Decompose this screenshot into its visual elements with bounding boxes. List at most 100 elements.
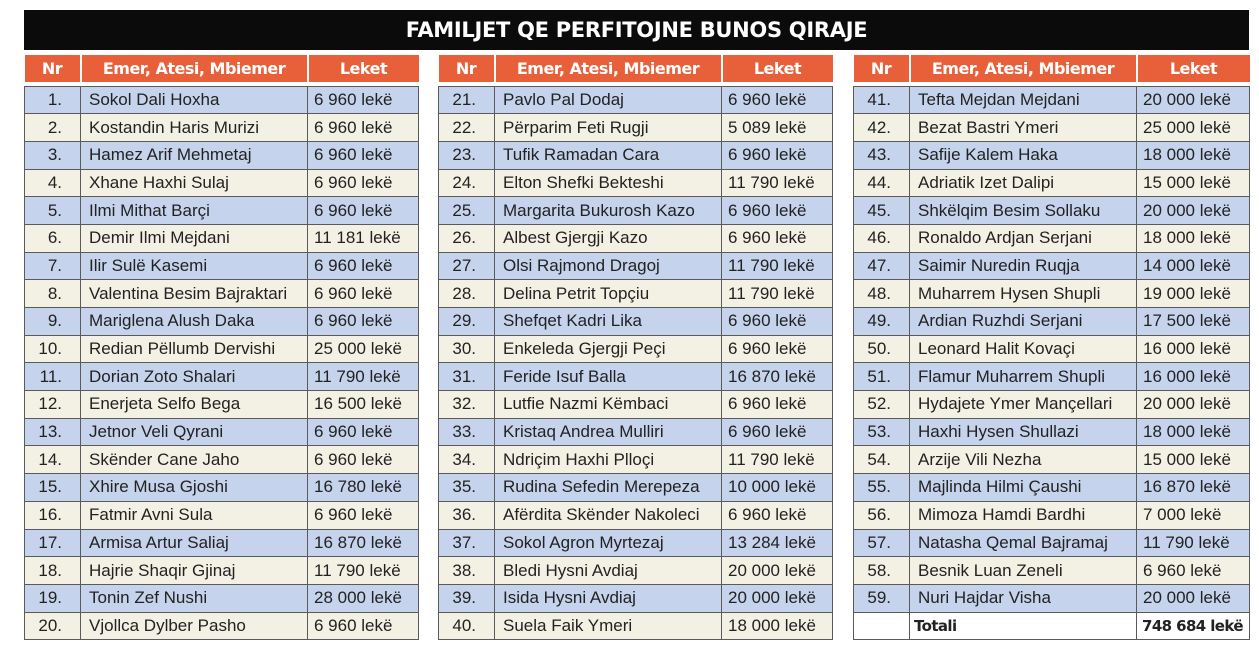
row-name: Ronaldo Ardjan Serjani <box>909 223 1137 253</box>
row-name: Hydajete Ymer Mançellari <box>909 390 1137 419</box>
row-amount: 18 000 lekë <box>1136 417 1250 447</box>
row-number: 22. <box>438 113 495 142</box>
row-amount: 6 960 lekë <box>721 500 833 530</box>
row-number: 24. <box>438 168 495 198</box>
row-name: Rudina Sefedin Merepeza <box>494 473 722 502</box>
row-amount: 16 000 lekë <box>1136 334 1250 364</box>
row-name: Skënder Cane Jaho <box>80 445 308 475</box>
row-number: 34. <box>438 445 495 475</box>
row-number: 42. <box>853 113 910 142</box>
row-name: Shefqet Kadri Lika <box>494 307 722 336</box>
row-amount: 16 870 lekë <box>1136 473 1250 502</box>
table-row: 3. Hamez Arif Mehmetaj 6 960 lekë <box>24 140 419 170</box>
row-amount: 20 000 lekë <box>721 583 833 613</box>
row-number: 25. <box>438 196 495 225</box>
row-amount: 11 181 lekë <box>307 223 419 253</box>
row-number: 17. <box>24 528 81 558</box>
row-number: 15. <box>24 473 81 502</box>
row-name: Enkeleda Gjergji Peçi <box>494 334 722 364</box>
table-row: 32. Lutfie Nazmi Këmbaci 6 960 lekë <box>438 390 833 419</box>
row-number: 55. <box>853 473 910 502</box>
row-number: 53. <box>853 417 910 447</box>
row-name: Mariglena Alush Daka <box>80 307 308 336</box>
table-row: 54. Arzije Vili Nezha 15 000 lekë <box>853 445 1250 475</box>
row-number: 13. <box>24 417 81 447</box>
table-row: 50. Leonard Halit Kovaçi 16 000 lekë <box>853 334 1250 364</box>
row-amount: 6 960 lekë <box>721 390 833 419</box>
table-row: 10. Redian Pëllumb Dervishi 25 000 lekë <box>24 334 419 364</box>
row-amount: 6 960 lekë <box>721 417 833 447</box>
total-label: Totali <box>909 611 1137 641</box>
row-amount: 6 960 lekë <box>721 85 833 115</box>
row-amount: 6 960 lekë <box>721 223 833 253</box>
table-row: 2. Kostandin Haris Murizi 6 960 lekë <box>24 113 419 142</box>
table-row: 8. Valentina Besim Bajraktari 6 960 lekë <box>24 279 419 308</box>
table-row: 5. Ilmi Mithat Barçi 6 960 lekë <box>24 196 419 225</box>
row-name: Dorian Zoto Shalari <box>80 362 308 392</box>
row-number: 10. <box>24 334 81 364</box>
table-row: 22. Përparim Feti Rugji 5 089 lekë <box>438 113 833 142</box>
row-amount: 6 960 lekë <box>307 85 419 115</box>
header-nr: Nr <box>24 55 82 82</box>
total-row: Totali 748 684 lekë <box>853 611 1250 641</box>
row-number: 38. <box>438 556 495 585</box>
row-amount: 6 960 lekë <box>307 196 419 225</box>
table-row: 39. Isida Hysni Avdiaj 20 000 lekë <box>438 583 833 613</box>
row-name: Shkëlqim Besim Sollaku <box>909 196 1137 225</box>
row-amount: 16 870 lekë <box>307 528 419 558</box>
row-number: 41. <box>853 85 910 115</box>
row-number: 21. <box>438 85 495 115</box>
row-number: 6. <box>24 223 81 253</box>
row-amount: 6 960 lekë <box>307 307 419 336</box>
row-name: Feride Isuf Balla <box>494 362 722 392</box>
row-number: 37. <box>438 528 495 558</box>
row-number: 59. <box>853 583 910 613</box>
row-number: 8. <box>24 279 81 308</box>
row-amount: 20 000 lekë <box>1136 390 1250 419</box>
table-row: 44. Adriatik Izet Dalipi 15 000 lekë <box>853 168 1250 198</box>
beneficiaries-table-2: Nr Emer, Atesi, Mbiemer Leket 21. Pavlo P… <box>438 55 833 641</box>
row-number: 31. <box>438 362 495 392</box>
row-name: Albest Gjergji Kazo <box>494 223 722 253</box>
row-number: 33. <box>438 417 495 447</box>
row-amount: 6 960 lekë <box>721 334 833 364</box>
row-amount: 20 000 lekë <box>1136 196 1250 225</box>
beneficiaries-table-3: Nr Emer, Atesi, Mbiemer Leket 41. Tefta M… <box>853 55 1250 641</box>
row-amount: 6 960 lekë <box>307 500 419 530</box>
row-number: 51. <box>853 362 910 392</box>
table-row: 24. Elton Shefki Bekteshi 11 790 lekë <box>438 168 833 198</box>
table-row: 9. Mariglena Alush Daka 6 960 lekë <box>24 307 419 336</box>
table-row: 43. Safije Kalem Haka 18 000 lekë <box>853 140 1250 170</box>
row-amount: 5 089 lekë <box>721 113 833 142</box>
row-number: 5. <box>24 196 81 225</box>
row-amount: 6 960 lekë <box>307 251 419 281</box>
row-number: 2. <box>24 113 81 142</box>
row-number: 36. <box>438 500 495 530</box>
row-number: 26. <box>438 223 495 253</box>
row-amount: 6 960 lekë <box>307 168 419 198</box>
row-amount: 11 790 lekë <box>721 168 833 198</box>
table-row: 27. Olsi Rajmond Dragoj 11 790 lekë <box>438 251 833 281</box>
table-row: 26. Albest Gjergji Kazo 6 960 lekë <box>438 223 833 253</box>
table-title: FAMILJET QE PERFITOJNE BUNOS QIRAJE <box>24 10 1249 50</box>
row-name: Afërdita Skënder Nakoleci <box>494 500 722 530</box>
row-number: 23. <box>438 140 495 170</box>
table-row: 16. Fatmir Avni Sula 6 960 lekë <box>24 500 419 530</box>
row-amount: 15 000 lekë <box>1136 168 1250 198</box>
row-amount: 20 000 lekë <box>721 556 833 585</box>
table-row: 40. Suela Faik Ymeri 18 000 lekë <box>438 611 833 641</box>
row-number: 35. <box>438 473 495 502</box>
table-row: 37. Sokol Agron Myrtezaj 13 284 lekë <box>438 528 833 558</box>
row-number: 39. <box>438 583 495 613</box>
table-row: 48. Muharrem Hysen Shupli 19 000 lekë <box>853 279 1250 308</box>
table-row: 33. Kristaq Andrea Mulliri 6 960 lekë <box>438 417 833 447</box>
row-amount: 18 000 lekë <box>1136 140 1250 170</box>
table-row: 46. Ronaldo Ardjan Serjani 18 000 lekë <box>853 223 1250 253</box>
row-name: Besnik Luan Zeneli <box>909 556 1137 585</box>
row-amount: 19 000 lekë <box>1136 279 1250 308</box>
row-amount: 6 960 lekë <box>307 445 419 475</box>
row-name: Margarita Bukurosh Kazo <box>494 196 722 225</box>
row-number: 19. <box>24 583 81 613</box>
row-amount: 6 960 lekë <box>721 196 833 225</box>
row-amount: 11 790 lekë <box>307 362 419 392</box>
